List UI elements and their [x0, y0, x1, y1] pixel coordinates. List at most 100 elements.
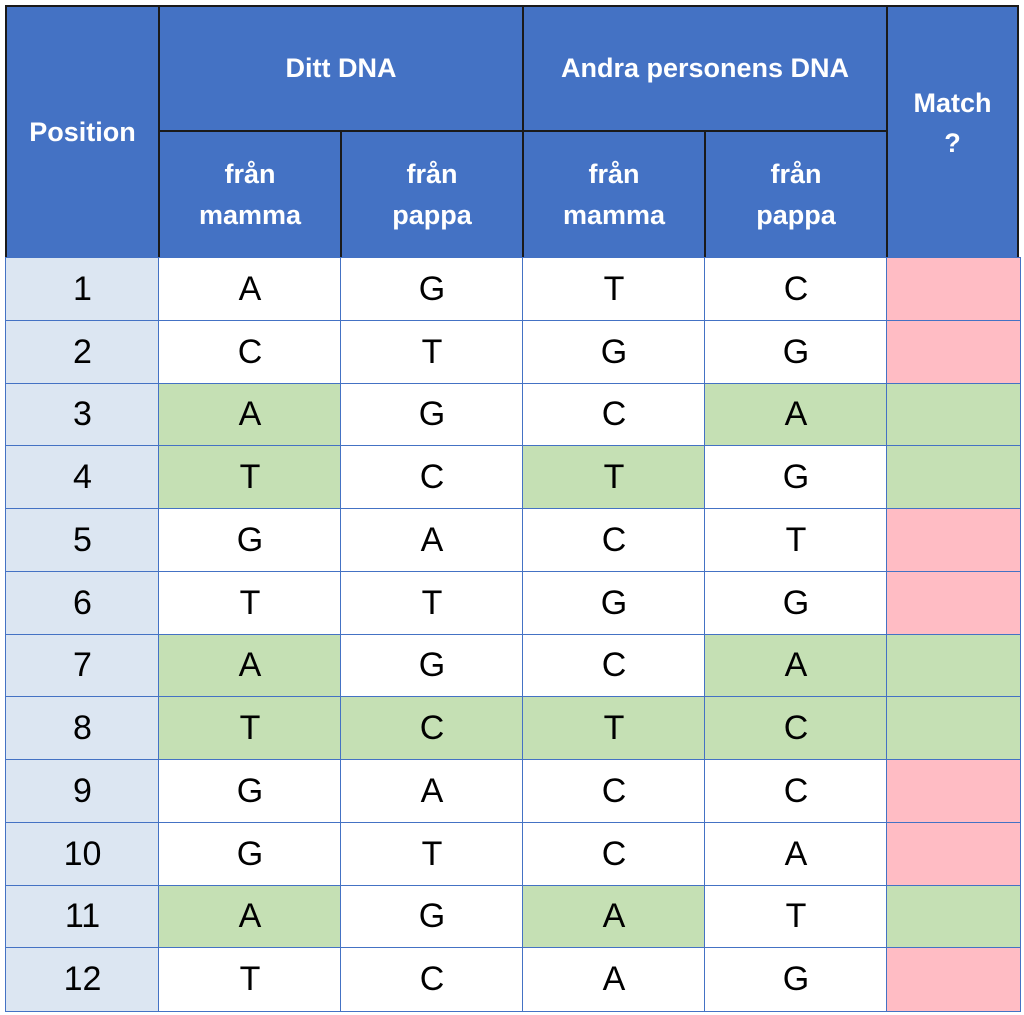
dna-text: G — [418, 646, 446, 685]
position-cell: 3 — [5, 382, 160, 448]
dna-cell: T — [522, 445, 706, 510]
dna-text: A — [602, 960, 626, 999]
position-cell: 8 — [5, 696, 160, 761]
position-text: 6 — [73, 583, 92, 622]
dna-text: C — [601, 834, 627, 873]
dna-text: C — [419, 960, 445, 999]
match-cell — [886, 570, 1021, 636]
position-cell: 11 — [5, 884, 160, 950]
header-cell: Ditt DNA — [158, 5, 524, 132]
position-text: 5 — [73, 520, 92, 559]
dna-cell: G — [704, 319, 888, 385]
dna-cell: G — [158, 759, 342, 824]
dna-cell: A — [522, 884, 706, 950]
position-cell: 7 — [5, 633, 160, 699]
dna-cell: G — [158, 508, 342, 573]
position-cell: 1 — [5, 257, 160, 322]
match-cell — [886, 821, 1021, 887]
match-cell — [886, 759, 1021, 824]
subheader-text: från pappa — [392, 159, 472, 230]
match-cell — [886, 633, 1021, 699]
dna-cell: A — [340, 508, 524, 573]
dna-cell: T — [704, 884, 888, 950]
dna-text: G — [418, 395, 446, 434]
dna-text: A — [238, 646, 262, 685]
dna-text: C — [601, 771, 627, 810]
dna-text: A — [784, 395, 808, 434]
dna-cell: A — [158, 633, 342, 699]
subheader-text: från mamma — [562, 159, 666, 230]
dna-text: C — [783, 771, 809, 810]
position-text: 11 — [64, 897, 101, 936]
header-cell: Match ? — [886, 5, 1019, 259]
dna-cell: A — [158, 257, 342, 322]
position-text: 12 — [63, 960, 102, 999]
dna-cell: C — [340, 947, 524, 1012]
dna-text: C — [419, 709, 445, 748]
dna-text: T — [239, 583, 261, 622]
dna-cell: A — [704, 821, 888, 887]
dna-cell: G — [340, 382, 524, 448]
header-cell: Position — [5, 5, 160, 259]
dna-text: G — [600, 332, 628, 371]
position-text: 4 — [73, 458, 92, 497]
subheader-text: från pappa — [756, 159, 836, 230]
dna-cell: G — [522, 570, 706, 636]
header-text: Andra personens DNA — [560, 53, 850, 84]
dna-text: G — [782, 332, 810, 371]
subheader-text: från mamma — [198, 159, 302, 230]
dna-text: T — [421, 834, 443, 873]
dna-cell: C — [704, 759, 888, 824]
dna-text: A — [784, 834, 808, 873]
dna-cell: A — [158, 382, 342, 448]
dna-cell: T — [522, 696, 706, 761]
position-cell: 6 — [5, 570, 160, 636]
header-text: Ditt DNA — [285, 53, 397, 84]
dna-text: C — [783, 709, 809, 748]
dna-cell: T — [340, 821, 524, 887]
dna-text: A — [602, 897, 626, 936]
position-text: 9 — [73, 771, 92, 810]
dna-text: G — [782, 583, 810, 622]
dna-text: T — [239, 709, 261, 748]
dna-cell: G — [340, 257, 524, 322]
dna-text: G — [418, 269, 446, 308]
dna-cell: G — [704, 947, 888, 1012]
dna-cell: C — [522, 508, 706, 573]
dna-text: C — [601, 520, 627, 559]
dna-text: C — [783, 269, 809, 308]
position-cell: 9 — [5, 759, 160, 824]
header-cell: Andra personens DNA — [522, 5, 888, 132]
subheader-cell: från pappa — [340, 130, 524, 259]
position-text: 3 — [73, 395, 92, 434]
dna-cell: G — [522, 319, 706, 385]
position-cell: 2 — [5, 319, 160, 385]
position-cell: 12 — [5, 947, 160, 1012]
header-text: Position — [29, 116, 136, 147]
dna-text: T — [603, 269, 625, 308]
position-cell: 4 — [5, 445, 160, 510]
dna-cell: T — [158, 947, 342, 1012]
match-cell — [886, 884, 1021, 950]
position-cell: 10 — [5, 821, 160, 887]
position-text: 1 — [73, 269, 92, 308]
dna-text: C — [237, 332, 263, 371]
dna-cell: C — [158, 319, 342, 385]
dna-cell: C — [340, 696, 524, 761]
dna-text: A — [420, 771, 444, 810]
match-cell — [886, 319, 1021, 385]
match-cell — [886, 947, 1021, 1012]
dna-text: A — [238, 269, 262, 308]
dna-text: G — [782, 960, 810, 999]
position-text: 10 — [63, 834, 102, 873]
dna-text: C — [601, 395, 627, 434]
position-cell: 5 — [5, 508, 160, 573]
dna-text: G — [236, 834, 264, 873]
dna-text: C — [419, 458, 445, 497]
dna-cell: C — [704, 696, 888, 761]
dna-text: A — [238, 395, 262, 434]
subheader-cell: från mamma — [158, 130, 342, 259]
dna-text: A — [420, 520, 444, 559]
dna-text: T — [421, 583, 443, 622]
